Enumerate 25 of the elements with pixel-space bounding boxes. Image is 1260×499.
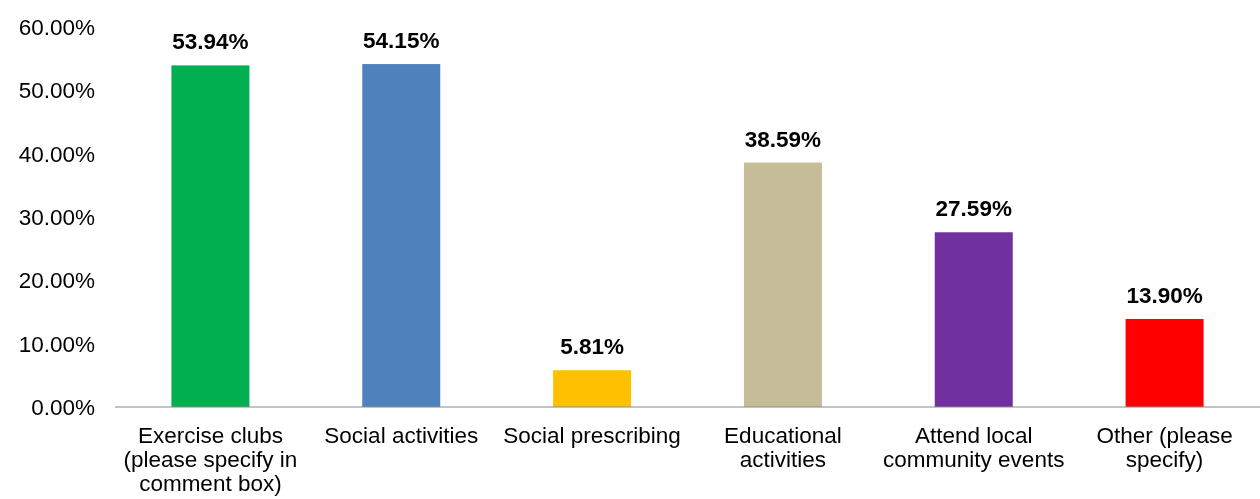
y-tick-label: 20.00%: [18, 268, 95, 294]
data-label: 5.81%: [560, 334, 624, 360]
bar: [934, 232, 1013, 407]
bar: [362, 64, 441, 407]
data-label: 13.90%: [1126, 282, 1203, 308]
y-tick-label: 0.00%: [31, 394, 95, 420]
x-tick-label: Social activities: [324, 423, 479, 448]
data-label: 38.59%: [744, 126, 822, 152]
data-label: 53.94%: [172, 29, 249, 55]
x-tick-label: Attend local community events: [883, 423, 1065, 472]
x-tick-label: Educational activities: [724, 423, 842, 472]
y-tick-label: 40.00%: [18, 141, 95, 167]
bar: [743, 162, 822, 407]
bar: [1125, 318, 1204, 407]
y-tick-label: 60.00%: [18, 14, 95, 40]
bar: [171, 65, 250, 407]
bar: [553, 370, 632, 407]
x-tick-label: Social prescribing: [503, 423, 681, 448]
data-label: 54.15%: [363, 28, 440, 54]
data-label: 27.59%: [935, 196, 1012, 222]
x-tick-label: Exercise clubs (please specify in comment box): [123, 423, 298, 496]
x-tick-label: Other (please specify): [1096, 423, 1233, 472]
y-tick-label: 30.00%: [18, 204, 95, 230]
y-tick-label: 10.00%: [18, 331, 95, 357]
y-tick-label: 50.00%: [18, 78, 95, 104]
